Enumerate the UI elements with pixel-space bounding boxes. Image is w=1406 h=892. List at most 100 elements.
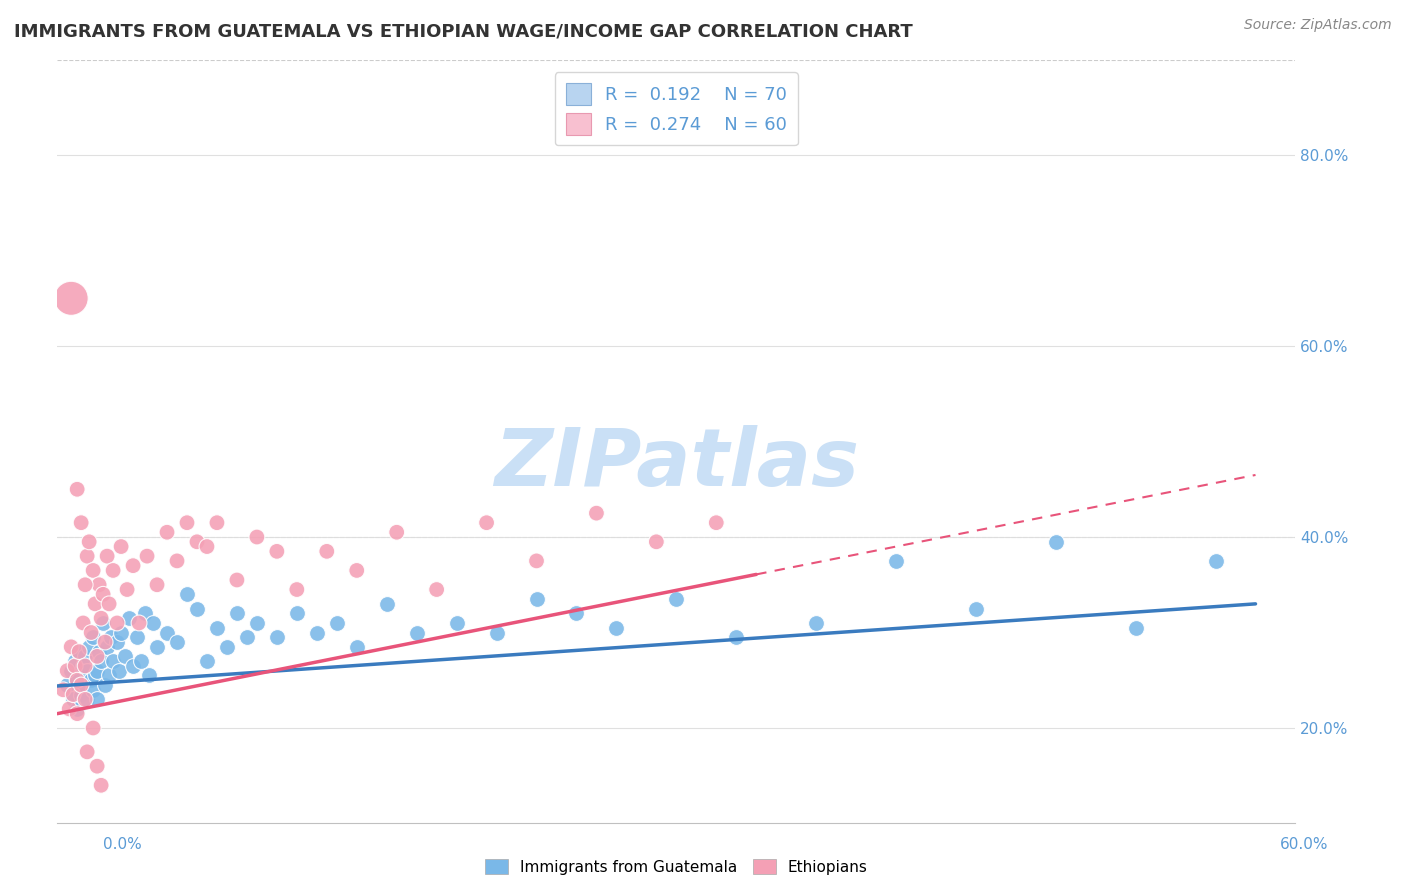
Point xyxy=(804,615,827,630)
Point xyxy=(86,692,108,706)
Point xyxy=(195,540,218,554)
Point xyxy=(526,592,548,607)
Point xyxy=(84,597,107,611)
Point xyxy=(136,549,159,563)
Point xyxy=(156,525,179,540)
Point xyxy=(446,615,468,630)
Point xyxy=(70,516,93,530)
Point xyxy=(75,578,97,592)
Point xyxy=(86,759,108,773)
Point xyxy=(205,516,228,530)
Point xyxy=(77,640,100,654)
Text: IMMIGRANTS FROM GUATEMALA VS ETHIOPIAN WAGE/INCOME GAP CORRELATION CHART: IMMIGRANTS FROM GUATEMALA VS ETHIOPIAN W… xyxy=(14,22,912,40)
Point xyxy=(82,630,104,644)
Point xyxy=(125,630,148,644)
Point xyxy=(82,564,104,578)
Point xyxy=(72,659,94,673)
Point xyxy=(246,530,269,544)
Point xyxy=(122,659,145,673)
Point xyxy=(266,544,288,558)
Point xyxy=(87,645,110,659)
Point xyxy=(166,554,188,568)
Point xyxy=(66,673,89,688)
Point xyxy=(96,640,118,654)
Point xyxy=(87,578,110,592)
Point xyxy=(246,615,269,630)
Point xyxy=(72,678,94,692)
Point xyxy=(115,582,138,597)
Point xyxy=(138,668,160,682)
Point xyxy=(385,525,408,540)
Point xyxy=(1205,554,1227,568)
Point xyxy=(70,688,93,702)
Point xyxy=(77,534,100,549)
Point xyxy=(704,516,727,530)
Point xyxy=(66,483,89,497)
Point xyxy=(195,654,218,668)
Point xyxy=(101,654,124,668)
Point xyxy=(114,649,136,664)
Point xyxy=(98,597,121,611)
Point xyxy=(142,615,165,630)
Point xyxy=(76,692,98,706)
Point xyxy=(75,692,97,706)
Point xyxy=(63,654,86,668)
Point xyxy=(526,554,548,568)
Point xyxy=(118,611,141,625)
Point xyxy=(90,654,112,668)
Point xyxy=(105,615,128,630)
Point xyxy=(101,564,124,578)
Point xyxy=(90,611,112,625)
Point xyxy=(58,702,80,716)
Text: 60.0%: 60.0% xyxy=(1281,838,1329,852)
Point xyxy=(176,587,198,601)
Point xyxy=(485,625,508,640)
Point xyxy=(965,601,987,615)
Point xyxy=(86,649,108,664)
Point xyxy=(105,635,128,649)
Point xyxy=(66,702,89,716)
Point xyxy=(205,621,228,635)
Point xyxy=(315,544,337,558)
Point xyxy=(86,664,108,678)
Point xyxy=(146,640,169,654)
Point xyxy=(98,668,121,682)
Point xyxy=(156,625,179,640)
Point xyxy=(62,692,84,706)
Point xyxy=(80,625,103,640)
Point xyxy=(56,678,79,692)
Point xyxy=(565,607,588,621)
Point xyxy=(96,549,118,563)
Point xyxy=(75,659,97,673)
Point xyxy=(67,645,90,659)
Text: ZIPatlas: ZIPatlas xyxy=(494,425,859,503)
Point xyxy=(305,625,328,640)
Point xyxy=(605,621,627,635)
Text: 0.0%: 0.0% xyxy=(103,838,142,852)
Point xyxy=(326,615,349,630)
Point xyxy=(100,630,122,644)
Point xyxy=(186,601,208,615)
Point xyxy=(62,688,84,702)
Point xyxy=(91,587,114,601)
Point xyxy=(176,516,198,530)
Point xyxy=(226,607,249,621)
Point xyxy=(110,540,132,554)
Point xyxy=(128,615,150,630)
Point xyxy=(110,625,132,640)
Point xyxy=(80,673,103,688)
Point xyxy=(129,654,152,668)
Point xyxy=(76,745,98,759)
Point xyxy=(166,635,188,649)
Point xyxy=(266,630,288,644)
Point xyxy=(725,630,748,644)
Point xyxy=(146,578,169,592)
Point xyxy=(346,640,368,654)
Point xyxy=(63,659,86,673)
Point xyxy=(1125,621,1147,635)
Point xyxy=(346,564,368,578)
Point xyxy=(76,664,98,678)
Point xyxy=(70,678,93,692)
Point xyxy=(60,640,83,654)
Point xyxy=(665,592,688,607)
